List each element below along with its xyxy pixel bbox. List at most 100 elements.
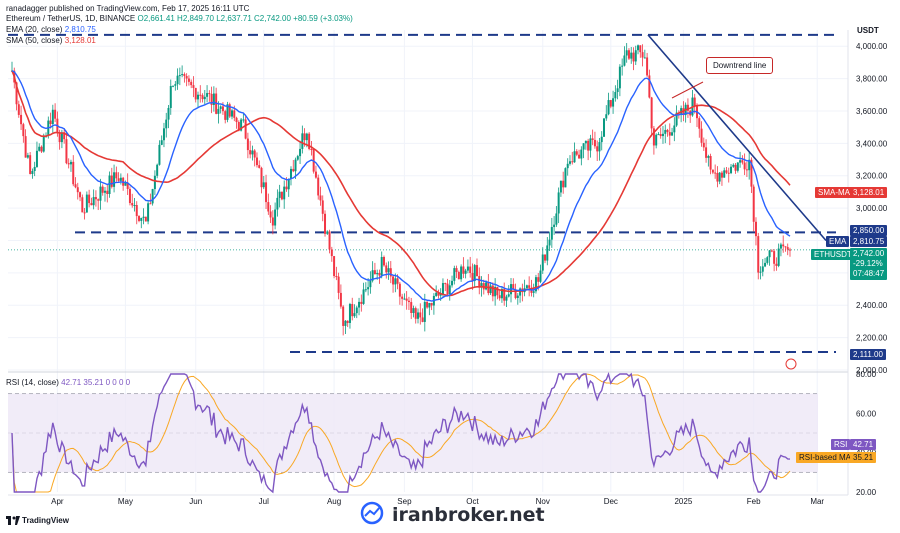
candle-body [716, 173, 719, 182]
price-tick-label: 2,000.00 [856, 366, 888, 375]
watermark-logo-icon [360, 501, 384, 525]
candle-body [405, 298, 408, 301]
candle-body [516, 295, 519, 299]
candle-body [339, 292, 342, 307]
candle-body [512, 284, 515, 290]
candle-body [38, 146, 41, 151]
candle-body [206, 93, 209, 97]
candle-body [421, 317, 424, 322]
candle-body [106, 190, 109, 195]
candle-body [766, 257, 769, 263]
candle-body [115, 172, 118, 179]
candle-body [732, 164, 735, 167]
candle-body [444, 283, 447, 285]
rsi-legend[interactable]: RSI (14, close) 42.71 35.21 0 0 0 0 [6, 378, 130, 387]
publisher-line: ranadagger published on TradingView.com,… [6, 4, 250, 13]
candle-body [612, 98, 615, 107]
candle-body [661, 133, 664, 137]
candle-body [224, 111, 227, 120]
candle-body [423, 301, 426, 322]
candle-body [441, 283, 444, 295]
candle-body [15, 82, 18, 105]
time-tick-label: Apr [51, 497, 64, 506]
tradingview-logo-text[interactable]: TradingView [22, 516, 69, 525]
candle-body [707, 156, 710, 158]
candle-body [396, 278, 399, 284]
candle-body [360, 301, 363, 304]
candle-body [591, 138, 594, 140]
candle-body [632, 52, 635, 62]
candle-body [559, 180, 562, 193]
rsi-ma-line [11, 373, 791, 493]
candle-body [637, 45, 640, 51]
candle-body [439, 294, 442, 296]
candle-body [371, 270, 374, 281]
candle-body [460, 266, 463, 280]
candle-body [128, 188, 131, 204]
candle-body [367, 287, 370, 290]
candle-body [462, 266, 465, 274]
sma-axis-tag: SMA-MA [815, 187, 853, 198]
candle-body [578, 154, 581, 159]
candle-body [81, 197, 84, 213]
candle-body [705, 147, 708, 158]
candle-body [720, 172, 723, 178]
symbol-line: Ethereum / TetherUS, 1D, BINANCE O2,661.… [6, 14, 353, 23]
candle-body [33, 166, 36, 171]
candle-body [553, 224, 556, 228]
candle-body [648, 75, 651, 98]
price-tick-label: 3,200.00 [856, 172, 888, 181]
candle-body [589, 138, 592, 151]
candle-body [634, 50, 637, 62]
currency-label: USDT [857, 26, 879, 35]
candle-body [548, 239, 551, 246]
candle-body [83, 212, 86, 214]
candle-body [183, 74, 186, 77]
time-tick-label: Mar [810, 497, 824, 506]
ema-20-line [11, 70, 791, 302]
candle-body [750, 159, 753, 187]
candle-body [244, 119, 247, 139]
candle-body [76, 187, 79, 193]
candle-body [178, 75, 181, 77]
candle-body [480, 283, 483, 288]
candle-body [582, 143, 585, 150]
ema-legend[interactable]: EMA (20, close) 2,810.75 [6, 25, 96, 34]
candle-body [305, 133, 308, 141]
candle-body [782, 244, 785, 247]
candle-body [228, 104, 231, 117]
candle-body [299, 148, 302, 157]
candle-body [278, 191, 281, 198]
candle-body [618, 66, 621, 89]
candle-body [153, 175, 156, 190]
candle-body [124, 182, 127, 186]
candle-body [192, 85, 195, 88]
candle-body [231, 110, 234, 117]
candle-body [464, 270, 467, 274]
candle-body [346, 320, 349, 323]
horizontal-levels [8, 33, 848, 354]
candle-body [668, 132, 671, 136]
candle-body [650, 97, 653, 129]
sma-legend[interactable]: SMA (50, close) 3,128.01 [6, 36, 96, 45]
candle-body [201, 95, 204, 100]
candle-body [67, 163, 70, 165]
candle-body [237, 122, 240, 131]
candle-body [417, 312, 420, 319]
candle-body [623, 55, 626, 66]
candle-body [466, 266, 469, 271]
candle-body [514, 289, 517, 299]
downtrend-annotation[interactable]: Downtrend line [706, 57, 774, 74]
candle-body [779, 244, 782, 249]
candle-body [534, 277, 537, 292]
candle-body [101, 186, 104, 193]
candle-body [784, 246, 787, 248]
candle-body [265, 182, 268, 203]
time-tick-label: Nov [536, 497, 550, 506]
candle-body [775, 263, 778, 266]
candle-body [664, 129, 667, 134]
candle-body [176, 75, 179, 85]
rsi-value-tag: 42.71 [850, 439, 877, 450]
candle-body [97, 199, 100, 201]
